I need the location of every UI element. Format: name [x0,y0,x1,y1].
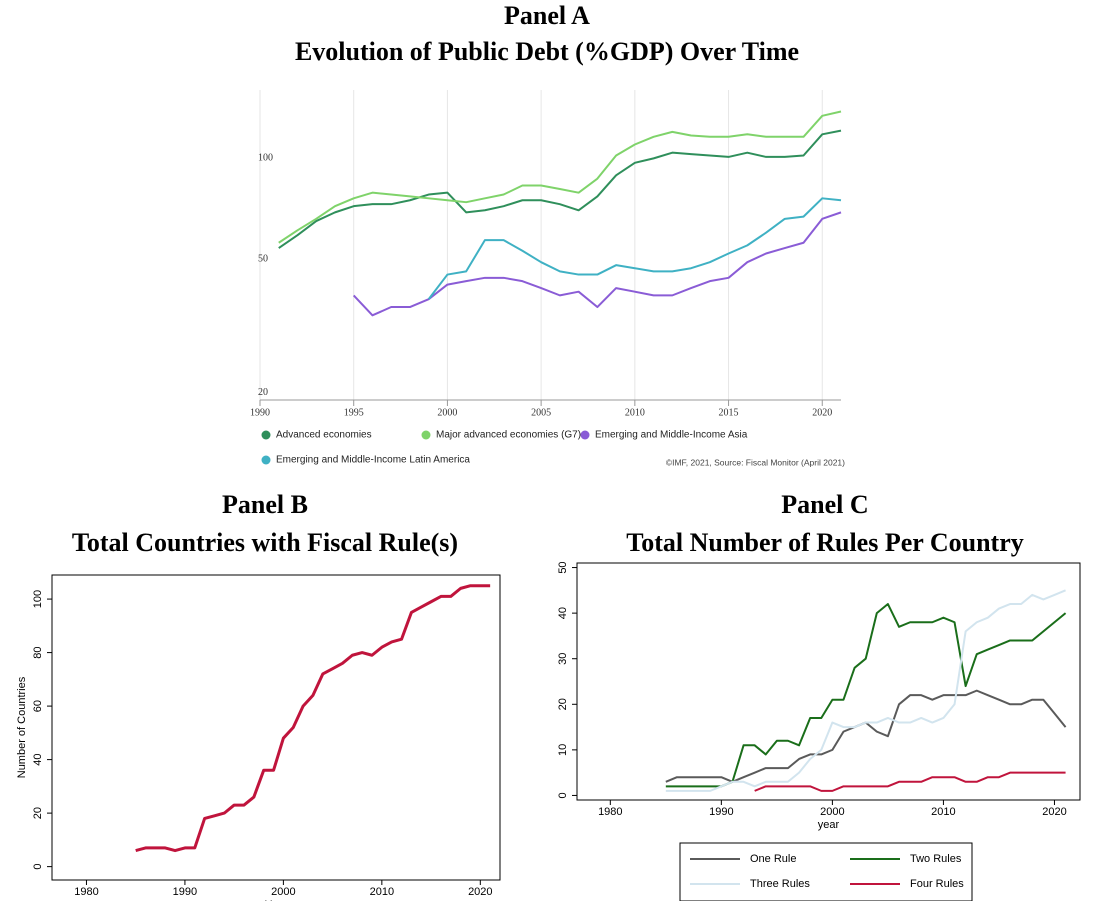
x-tick-label: 1990 [173,886,197,898]
x-tick-label: 1990 [250,407,270,418]
x-tick-label: 2020 [468,886,492,898]
data-line [135,584,491,853]
legend-label: One Rule [750,853,796,865]
legend-label: Emerging and Middle-Income Asia [595,430,748,441]
x-tick-label: 2010 [931,806,955,818]
chart-title: Total Countries with Fiscal Rule(s) [72,528,458,557]
data-line [352,211,842,317]
y-tick-label: 10 [557,744,569,756]
x-tick-label: 2020 [812,407,832,418]
x-tick-label: 1980 [598,806,622,818]
y-axis-label: Number of Countries [16,676,28,778]
y-tick-label: 20 [557,698,569,710]
plot-frame [51,574,501,881]
data-line [278,129,842,249]
y-tick-label: 20 [32,807,44,819]
data-line [665,689,1067,783]
legend-label: Emerging and Middle-Income Latin America [276,455,470,466]
panel-label: Panel A [504,1,590,30]
y-tick-label: 100 [32,590,44,608]
x-axis-label: Year [265,899,288,901]
x-tick-label: 1990 [709,806,733,818]
legend-label: Two Rules [910,853,962,865]
y-tick-label: 20 [258,387,268,398]
y-tick-label: 80 [32,646,44,658]
panel-label: Panel C [781,490,868,519]
legend-swatch [580,430,590,440]
y-tick-label: 30 [557,653,569,665]
data-line [665,589,1066,792]
x-tick-label: 2000 [271,886,295,898]
legend-frame [679,842,973,901]
legend-swatch [421,430,431,440]
panel-label: Panel B [222,490,308,519]
legend-label: Major advanced economies (G7) [436,430,581,441]
plot-frame [576,562,1081,801]
legend-label: Four Rules [910,878,964,890]
legend-swatch [261,430,271,440]
x-tick-label: 2020 [1042,806,1066,818]
y-tick-label: 50 [258,254,268,265]
x-tick-label: 2000 [437,407,457,418]
x-tick-label: 1980 [74,886,98,898]
source-note: ©IMF, 2021, Source: Fiscal Monitor (Apri… [666,457,845,467]
x-tick-label: 1995 [344,407,364,418]
y-tick-label: 0 [32,864,44,870]
legend-label: Advanced economies [276,430,372,441]
legend-label: Three Rules [750,878,810,890]
y-tick-label: 50 [557,561,569,573]
data-line [278,110,842,244]
x-axis-label: year [818,819,840,831]
x-tick-label: 2005 [531,407,551,418]
y-tick-label: 40 [32,753,44,765]
legend-swatch [261,455,271,465]
x-tick-label: 2000 [820,806,844,818]
y-tick-label: 60 [32,700,44,712]
y-tick-label: 100 [258,153,273,164]
chart-title: Total Number of Rules Per Country [626,528,1023,557]
data-line [754,771,1066,792]
x-tick-label: 2010 [625,407,645,418]
y-tick-label: 40 [557,607,569,619]
x-tick-label: 2015 [719,407,739,418]
data-line [665,603,1067,788]
chart-title: Evolution of Public Debt (%GDP) Over Tim… [295,37,799,66]
x-tick-label: 2010 [370,886,394,898]
data-line [427,197,842,300]
y-tick-label: 0 [557,792,569,798]
